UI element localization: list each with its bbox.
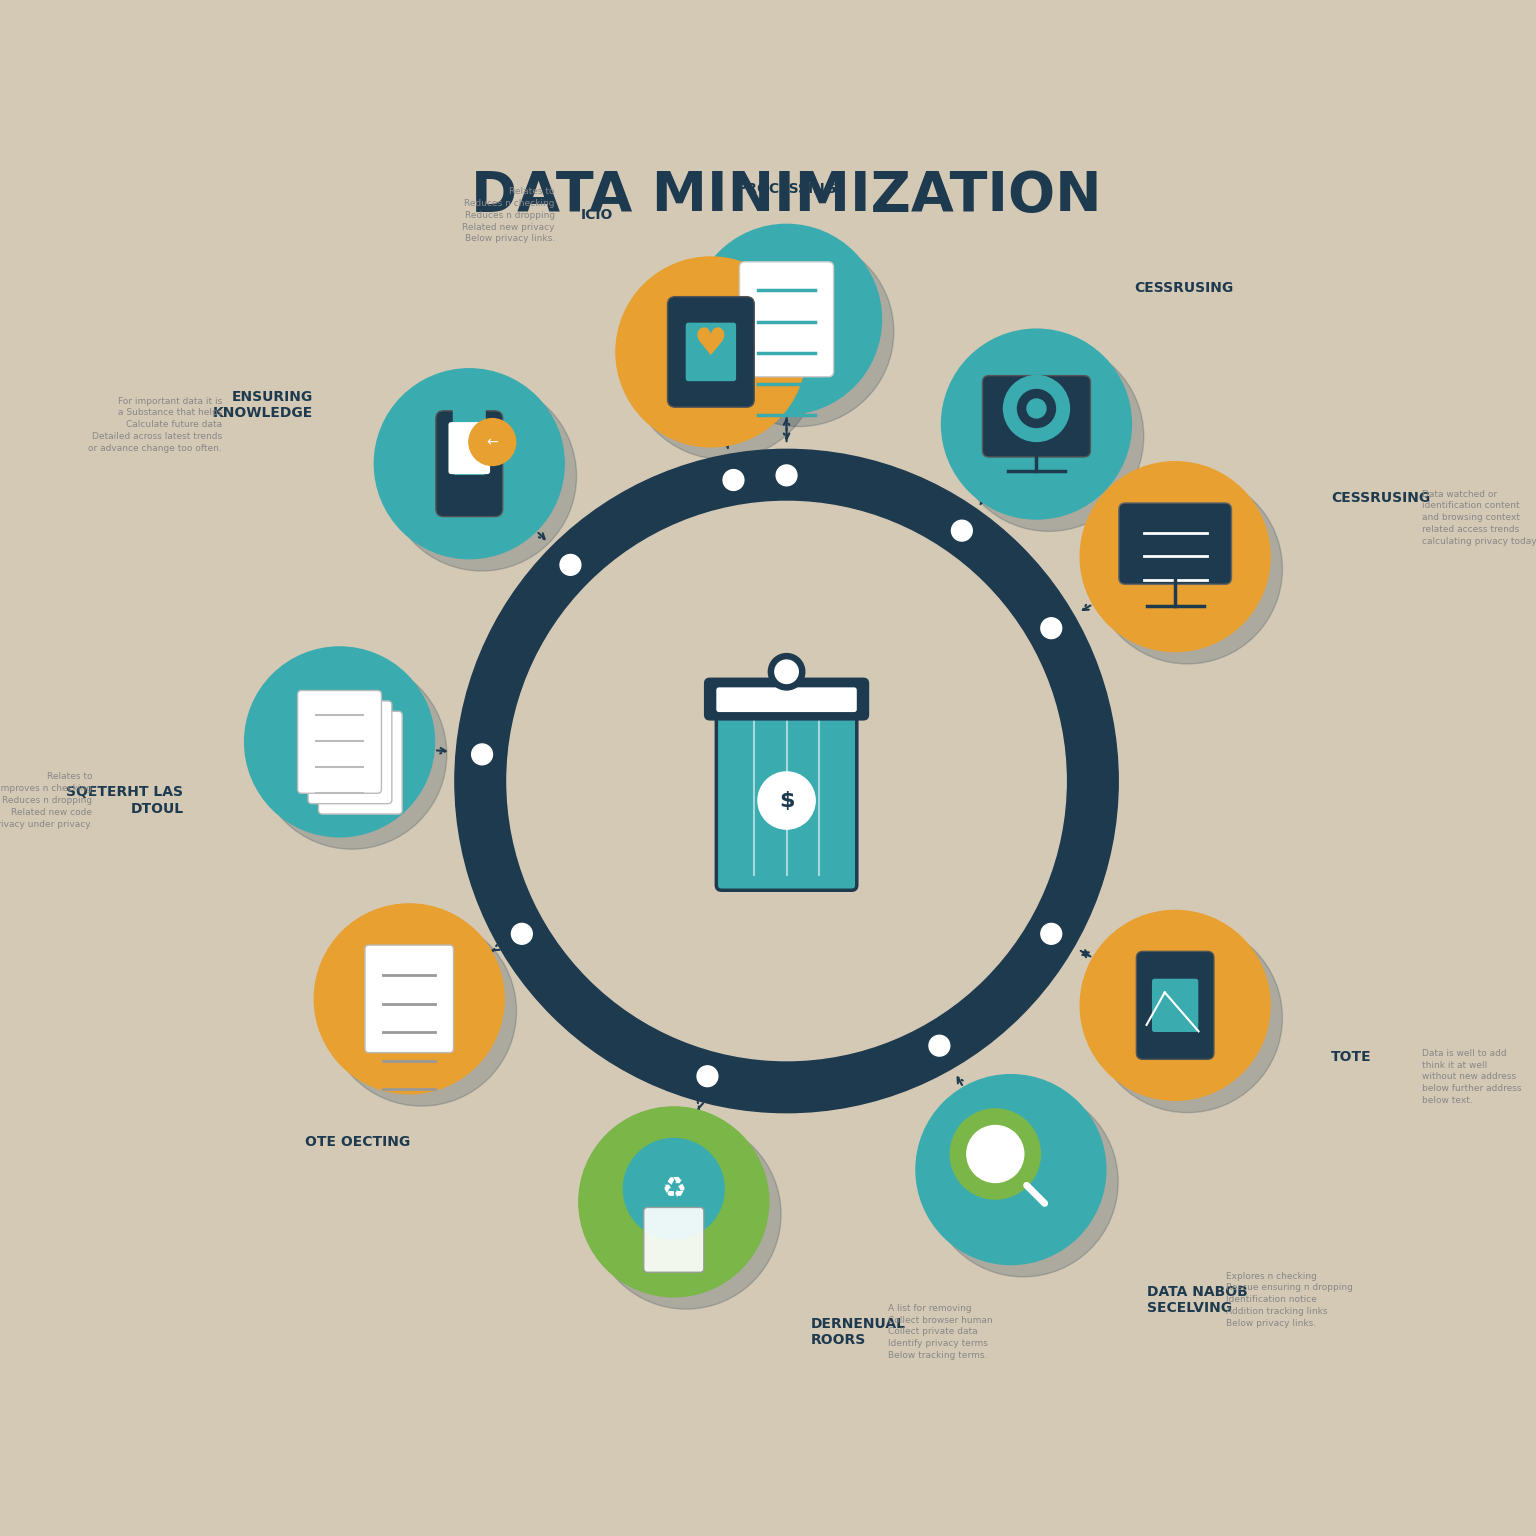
Text: CESSRUSING: CESSRUSING [1134,281,1233,295]
FancyBboxPatch shape [436,410,502,516]
Text: CESSRUSING: CESSRUSING [1332,492,1430,505]
Text: TOTE: TOTE [1332,1051,1372,1064]
Text: PROCESSING: PROCESSING [736,183,837,197]
Circle shape [1092,923,1283,1112]
Circle shape [625,1140,723,1238]
Circle shape [966,1126,1025,1183]
Text: Explores n checking
Rescue ensuring n dropping
Identification notice
Addition tr: Explores n checking Rescue ensuring n dr… [1226,1272,1352,1327]
Text: DATA MINIMIZATION: DATA MINIMIZATION [472,169,1101,223]
Circle shape [1028,399,1046,418]
Text: OTE OECTING: OTE OECTING [304,1135,410,1149]
Circle shape [468,419,516,465]
FancyBboxPatch shape [449,422,490,475]
Circle shape [327,917,516,1106]
FancyBboxPatch shape [739,261,834,376]
Circle shape [691,224,882,415]
Text: DATA NABOB
SECELVING: DATA NABOB SECELVING [1147,1284,1249,1315]
FancyBboxPatch shape [366,945,453,1052]
Circle shape [1092,475,1283,664]
Text: For important data it is
a Substance that helps
Calculate future data
Detailed a: For important data it is a Substance tha… [89,396,223,453]
Circle shape [1041,923,1061,945]
Text: ICIO: ICIO [581,209,613,223]
Text: Relates to
Reduces n checking
Reduces n dropping
Related new privacy
Below priva: Relates to Reduces n checking Reduces n … [462,187,554,244]
FancyBboxPatch shape [705,679,868,720]
Circle shape [315,903,504,1094]
Circle shape [768,653,805,690]
Text: Data is well to add
think it at well
without new address
below further address
b: Data is well to add think it at well wit… [1422,1049,1522,1104]
Circle shape [703,237,894,427]
Circle shape [244,647,435,837]
FancyBboxPatch shape [309,700,392,803]
Circle shape [942,329,1132,519]
Circle shape [375,369,564,559]
Text: SQETERHT LAS
DTOUL: SQETERHT LAS DTOUL [66,785,183,816]
Circle shape [507,501,1066,1061]
Circle shape [1017,390,1055,427]
Text: Relates to
Improves n checking
Reduces n dropping
Related new code
Privacy under: Relates to Improves n checking Reduces n… [0,773,92,828]
Text: ♻: ♻ [662,1175,687,1203]
Circle shape [387,381,576,571]
Text: ←: ← [487,435,498,449]
Circle shape [1080,462,1270,651]
FancyBboxPatch shape [318,711,402,814]
Circle shape [511,923,533,945]
FancyBboxPatch shape [644,1207,703,1272]
Circle shape [952,1111,1038,1198]
Circle shape [697,1066,717,1086]
FancyBboxPatch shape [685,323,736,381]
Circle shape [1080,911,1270,1100]
Circle shape [591,1120,782,1309]
Circle shape [455,450,1118,1112]
FancyBboxPatch shape [1137,951,1213,1060]
Circle shape [915,1075,1106,1264]
Circle shape [723,470,743,490]
Circle shape [928,1087,1118,1276]
Text: ENSURING
KNOWLEDGE: ENSURING KNOWLEDGE [214,390,313,421]
Circle shape [951,521,972,541]
Text: $: $ [779,791,794,811]
Text: ♥: ♥ [694,327,728,364]
Text: A list for removing
Collect browser human
Collect private data
Identify privacy : A list for removing Collect browser huma… [888,1304,992,1359]
Circle shape [929,1035,949,1057]
FancyBboxPatch shape [453,409,485,475]
Text: DERNENUAL
ROORS: DERNENUAL ROORS [811,1316,905,1347]
FancyBboxPatch shape [1152,978,1198,1032]
Circle shape [561,554,581,576]
FancyBboxPatch shape [1118,502,1232,584]
Circle shape [628,269,819,459]
Circle shape [757,773,816,829]
FancyBboxPatch shape [298,691,381,793]
FancyBboxPatch shape [668,296,754,407]
Circle shape [774,660,799,684]
Circle shape [776,465,797,485]
Text: Data watched or
identification content
and browsing context
related access trend: Data watched or identification content a… [1422,490,1536,545]
Circle shape [1041,617,1061,639]
Circle shape [257,659,447,849]
FancyBboxPatch shape [716,688,857,713]
FancyBboxPatch shape [716,705,857,891]
Circle shape [472,743,493,765]
Circle shape [954,341,1144,531]
FancyBboxPatch shape [983,376,1091,458]
Circle shape [579,1107,768,1296]
Circle shape [1005,376,1069,441]
Circle shape [616,257,806,447]
